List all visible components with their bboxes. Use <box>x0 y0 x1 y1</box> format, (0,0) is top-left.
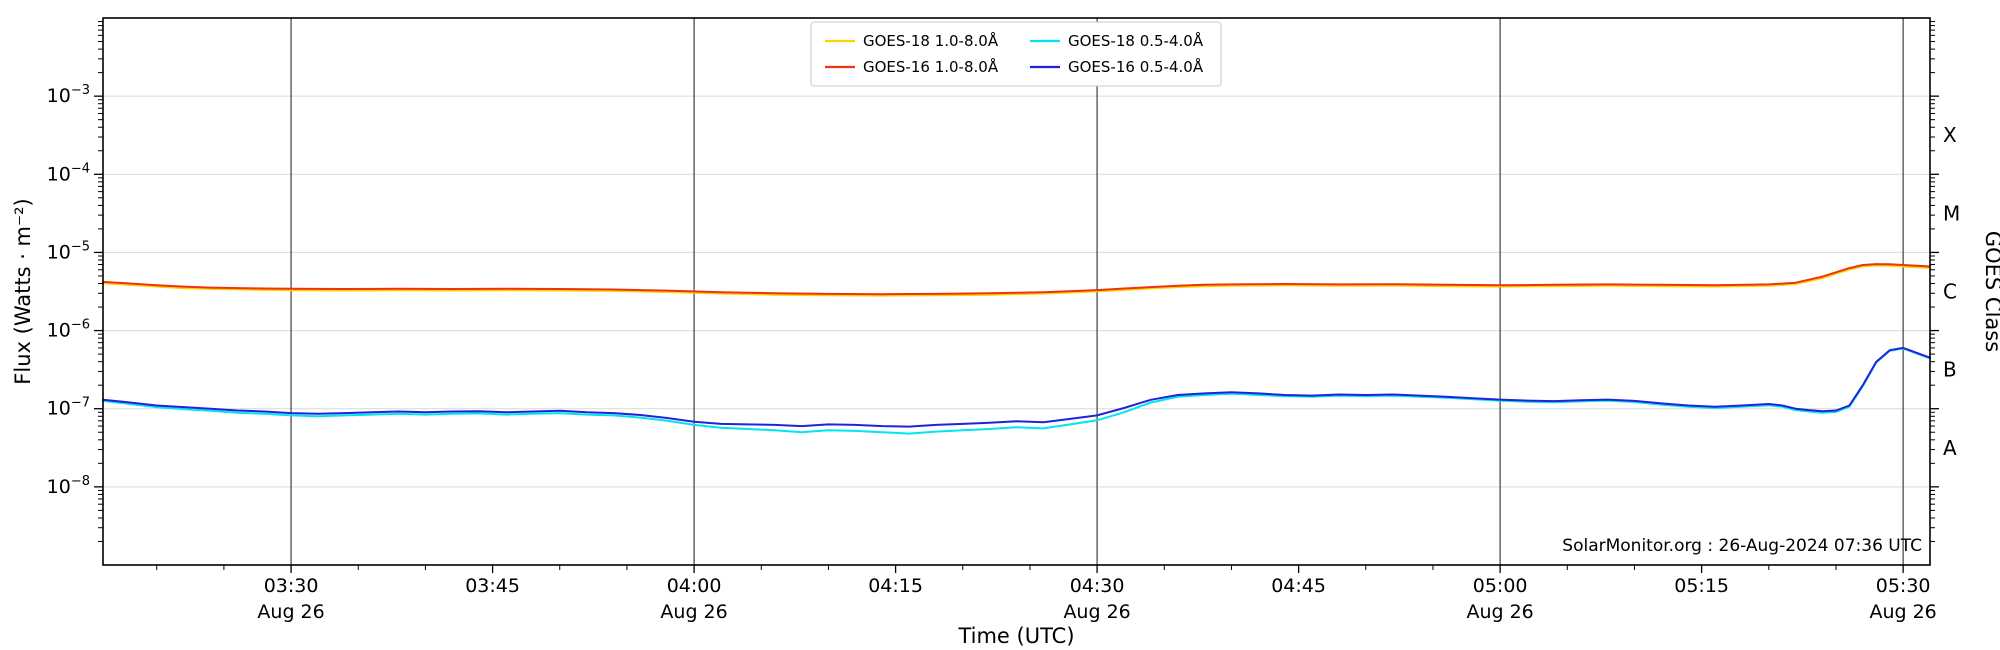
x-date-label: Aug 26 <box>1466 601 1533 623</box>
x-tick-label: 04:00 <box>667 575 722 597</box>
x-date-label: Aug 26 <box>660 601 727 623</box>
legend: GOES-18 1.0-8.0Å GOES-16 1.0-8.0Å GOES-18 … <box>810 21 1222 87</box>
legend-label: GOES-16 0.5-4.0Å <box>1068 57 1204 76</box>
right-axis-title: GOES Class <box>1981 231 2000 352</box>
y-axis-title: Flux (Watts · m⁻²) <box>11 198 35 384</box>
series-goes-18-0-5-4-0- <box>102 347 1931 435</box>
goes-class-label-x: X <box>1943 123 1957 147</box>
y-tick-label: 10−6 <box>47 318 90 342</box>
x-tick-label: 05:00 <box>1473 575 1528 597</box>
y-tick-label: 10−5 <box>47 239 90 263</box>
goes-class-label-a: A <box>1943 436 1957 460</box>
x-date-label: Aug 26 <box>1063 601 1130 623</box>
vertical-gridlines <box>290 18 1904 565</box>
legend-label: GOES-16 1.0-8.0Å <box>863 57 999 76</box>
legend-label: GOES-18 0.5-4.0Å <box>1068 31 1204 50</box>
y-axis-left: 10−8 10−7 10−6 10−5 10−4 10−3 <box>47 21 103 542</box>
x-tick-label: 05:30 <box>1876 575 1931 597</box>
goes-class-label-m: M <box>1943 201 1960 225</box>
series-goes-16-0-5-4-0- <box>102 346 1931 428</box>
y-tick-label: 10−4 <box>47 161 90 185</box>
x-tick-label: 04:15 <box>868 575 923 597</box>
horizontal-gridlines <box>103 95 1930 488</box>
x-tick-label: 04:30 <box>1070 575 1125 597</box>
series-goes-18-1-0-8-0- <box>102 264 1931 297</box>
y-tick-label: 10−7 <box>47 396 90 420</box>
series-goes-16-1-0-8-0- <box>102 263 1931 296</box>
x-tick-label: 03:30 <box>264 575 319 597</box>
y-tick-label: 10−8 <box>47 474 90 498</box>
goes-class-label-c: C <box>1943 280 1957 304</box>
x-axis-title: Time (UTC) <box>957 624 1074 648</box>
legend-frame <box>810 21 1222 87</box>
y-tick-label: 10−3 <box>47 83 90 107</box>
goes-class-label-b: B <box>1943 358 1957 382</box>
x-axis: 03:30 Aug 26 03:45 04:00 Aug 26 04:15 04:30 Aug… <box>156 565 1937 623</box>
x-tick-label: 04:45 <box>1271 575 1326 597</box>
legend-label: GOES-18 1.0-8.0Å <box>863 31 999 50</box>
watermark-text: SolarMonitor.org : 26-Aug-2024 07:36 UTC <box>1562 536 1922 556</box>
x-tick-label: 05:15 <box>1674 575 1729 597</box>
x-tick-label: 03:45 <box>465 575 520 597</box>
goes-class-scale: X M C B A <box>1943 123 1960 460</box>
plot-frame <box>102 17 1931 566</box>
series-lines <box>102 263 1931 435</box>
x-date-label: Aug 26 <box>257 601 324 623</box>
y-axis-right <box>1930 21 1939 542</box>
x-date-label: Aug 26 <box>1869 601 1936 623</box>
